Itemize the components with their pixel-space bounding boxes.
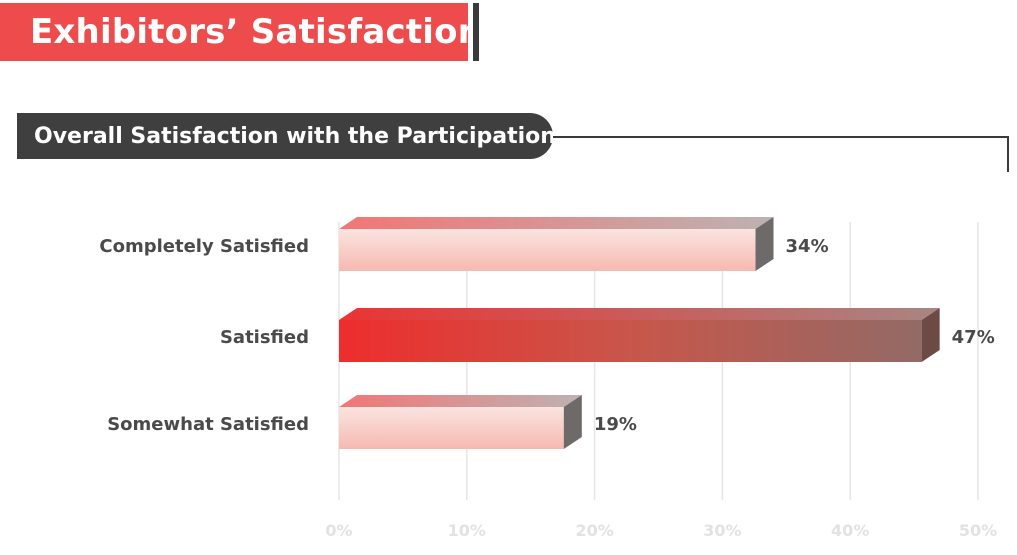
category-label: Somewhat Satisfied (107, 414, 309, 435)
bar-front (339, 407, 564, 449)
x-tick-label: 50% (959, 521, 997, 540)
x-tick-label: 40% (831, 521, 869, 540)
bar-side-face (755, 217, 774, 271)
page-title-banner: Exhibitors’ Satisfaction (0, 3, 482, 61)
bar-top-face (339, 217, 774, 229)
subtitle-divider-tick (1007, 136, 1009, 172)
x-tick-label: 0% (325, 521, 352, 540)
title-accent-bar (473, 3, 479, 61)
chart-subtitle: Overall Satisfaction with the Participat… (34, 123, 556, 149)
bar-side-face (563, 395, 582, 449)
bar-top-face (339, 308, 940, 320)
bar-front (339, 229, 756, 271)
value-label: 47% (952, 327, 995, 348)
bar-side-face (921, 308, 940, 362)
bar-top-face (339, 395, 582, 407)
category-label: Completely Satisfied (99, 236, 309, 257)
x-tick-label: 10% (448, 521, 486, 540)
value-label: 19% (594, 414, 637, 435)
category-label: Satisfied (220, 327, 309, 348)
subtitle-divider-line (553, 136, 1009, 138)
x-tick-label: 20% (575, 521, 613, 540)
chart-subtitle-pill: Overall Satisfaction with the Participat… (17, 113, 556, 159)
value-label: 34% (786, 236, 829, 257)
bar-front (339, 320, 922, 362)
x-tick-label: 30% (703, 521, 741, 540)
page-title: Exhibitors’ Satisfaction (30, 12, 483, 52)
